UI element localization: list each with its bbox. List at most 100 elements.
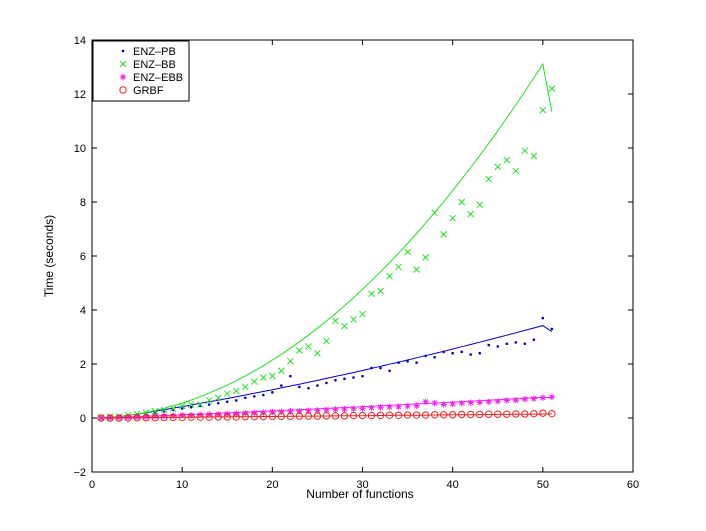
point-3-45 [503, 410, 511, 418]
point-1-39 [449, 214, 457, 222]
point-0-31 [379, 366, 382, 370]
point-0-34 [406, 360, 409, 363]
point-0-26 [334, 378, 337, 382]
point-3-37 [430, 411, 439, 419]
point-3-12 [205, 413, 213, 421]
point-0-33 [397, 361, 400, 364]
point-0-35 [415, 361, 418, 364]
point-0-9 [180, 407, 184, 410]
point-1-17 [250, 378, 258, 385]
y-tick-label-5: 8 [80, 197, 86, 209]
series-1 [97, 62, 556, 421]
y-tick-label-1: 0 [80, 413, 86, 425]
point-0-42 [478, 351, 482, 355]
point-0-49 [541, 316, 545, 320]
point-1-35 [413, 266, 420, 273]
point-2-50 [548, 393, 556, 401]
point-3-46 [512, 410, 520, 418]
point-0-10 [189, 405, 193, 409]
point-0-27 [343, 377, 346, 381]
point-0-41 [469, 353, 473, 356]
point-2-29 [359, 405, 366, 412]
point-2-42 [476, 399, 483, 406]
point-0-45 [505, 342, 509, 346]
point-2-44 [494, 398, 501, 405]
point-1-13 [214, 394, 222, 402]
x-tick-label-6: 60 [627, 479, 639, 491]
point-2-3 [124, 413, 132, 421]
point-1-26 [332, 317, 339, 325]
legend-label-3: GRBF [133, 85, 164, 97]
point-1-19 [268, 372, 276, 380]
point-3-23 [304, 412, 313, 420]
point-1-8 [169, 405, 177, 412]
point-2-46 [512, 396, 519, 404]
point-1-11 [196, 401, 204, 408]
point-3-10 [187, 413, 195, 421]
point-3-30 [367, 411, 376, 420]
x-axis-label: Number of functions [306, 487, 413, 501]
point-2-4 [133, 413, 141, 421]
point-1-37 [431, 209, 438, 217]
point-1-10 [187, 401, 195, 408]
point-3-31 [376, 411, 385, 419]
point-1-12 [205, 397, 213, 404]
point-2-45 [503, 397, 510, 404]
point-3-11 [196, 413, 204, 421]
point-0-18 [262, 393, 265, 397]
point-2-32 [386, 403, 393, 411]
legend-marker-1 [119, 60, 127, 68]
point-2-43 [485, 398, 492, 405]
point-3-40 [457, 410, 466, 419]
y-axis-label: Time (seconds) [42, 215, 56, 297]
point-0-44 [496, 345, 500, 348]
point-1-33 [395, 263, 402, 271]
x-tick-label-5: 50 [537, 479, 549, 491]
point-1-28 [350, 316, 357, 323]
point-3-49 [539, 409, 547, 417]
point-0-21 [289, 374, 292, 378]
point-0-19 [271, 391, 274, 394]
legend-label-0: ENZ–PB [133, 46, 176, 58]
point-0-50 [550, 327, 554, 331]
point-1-7 [160, 406, 168, 414]
y-tick-label-3: 4 [80, 305, 86, 317]
point-3-38 [439, 411, 448, 419]
point-1-30 [368, 290, 375, 298]
point-1-42 [476, 201, 484, 209]
point-2-21 [287, 408, 294, 415]
point-1-15 [232, 387, 240, 395]
point-3-5 [142, 414, 150, 422]
point-2-39 [449, 400, 456, 408]
point-3-8 [169, 413, 177, 422]
point-3-32 [385, 411, 394, 419]
point-2-30 [368, 404, 375, 411]
series-layer [97, 62, 556, 422]
point-0-37 [433, 355, 436, 359]
point-0-17 [253, 395, 256, 398]
point-0-14 [225, 400, 229, 404]
point-1-36 [422, 253, 429, 261]
point-1-45 [503, 156, 511, 164]
point-3-28 [349, 411, 358, 420]
series-3 [97, 409, 556, 422]
point-1-25 [323, 337, 330, 345]
point-1-14 [223, 390, 231, 398]
legend-box [92, 40, 190, 102]
point-2-48 [530, 395, 538, 402]
point-3-29 [358, 411, 367, 420]
point-2-49 [539, 394, 547, 401]
point-0-47 [523, 342, 527, 346]
point-1-16 [241, 383, 249, 391]
point-1-40 [458, 198, 466, 206]
point-2-35 [413, 402, 420, 409]
y-tick-label-2: 2 [80, 359, 86, 371]
point-0-20 [280, 384, 283, 387]
point-3-19 [268, 412, 277, 421]
point-3-36 [421, 411, 430, 419]
point-1-9 [178, 402, 186, 410]
point-0-38 [442, 350, 445, 354]
point-3-41 [467, 410, 475, 419]
